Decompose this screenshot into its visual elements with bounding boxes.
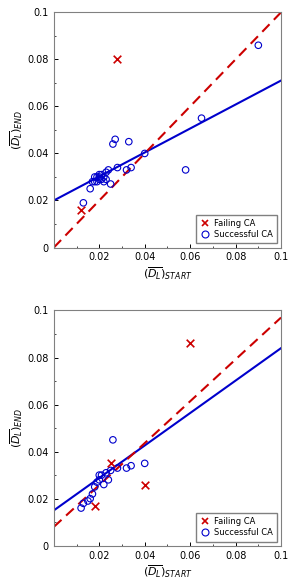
Point <box>86 496 90 506</box>
Point <box>81 198 86 208</box>
Point <box>129 461 133 470</box>
Point <box>115 163 120 172</box>
Point <box>104 468 108 477</box>
Point <box>88 184 93 193</box>
Point <box>108 179 113 189</box>
Point <box>256 41 261 50</box>
Point <box>183 165 188 175</box>
Point <box>88 494 93 503</box>
Point <box>102 480 106 489</box>
X-axis label: $(\overline{D_L})_{START}$: $(\overline{D_L})_{START}$ <box>143 265 192 282</box>
Point <box>199 113 204 123</box>
Point <box>99 470 104 480</box>
Legend: Failing CA, Successful CA: Failing CA, Successful CA <box>196 513 277 542</box>
Point <box>97 172 102 182</box>
Point <box>90 489 95 499</box>
Point <box>90 177 95 186</box>
Point <box>99 170 104 179</box>
Point <box>92 172 97 182</box>
Point <box>106 475 111 485</box>
Point <box>81 499 86 508</box>
Point <box>142 480 147 489</box>
Point <box>95 177 99 186</box>
Point <box>95 477 99 487</box>
Point <box>113 135 118 144</box>
Y-axis label: $(\overline{D_L})_{END}$: $(\overline{D_L})_{END}$ <box>8 408 25 448</box>
Point <box>79 503 83 513</box>
Point <box>92 177 97 186</box>
Point <box>92 482 97 492</box>
Legend: Failing CA, Successful CA: Failing CA, Successful CA <box>196 215 277 243</box>
Point <box>104 168 108 177</box>
Point <box>110 435 115 445</box>
Y-axis label: $(\overline{D_L})_{END}$: $(\overline{D_L})_{END}$ <box>8 110 25 150</box>
Point <box>92 501 97 510</box>
Point <box>95 172 99 182</box>
Point <box>108 459 113 468</box>
Point <box>97 170 102 179</box>
Point <box>142 149 147 158</box>
Point <box>102 177 106 186</box>
Point <box>142 459 147 468</box>
Point <box>188 339 192 348</box>
Point <box>129 163 133 172</box>
Point <box>124 165 129 175</box>
Point <box>124 463 129 473</box>
Point <box>127 137 131 146</box>
Point <box>106 165 111 175</box>
Point <box>97 470 102 480</box>
Point <box>79 205 83 215</box>
Point <box>97 475 102 485</box>
Point <box>115 55 120 64</box>
Point <box>115 463 120 473</box>
Point <box>102 172 106 182</box>
Point <box>110 139 115 149</box>
Point <box>97 175 102 184</box>
Point <box>104 175 108 184</box>
X-axis label: $(\overline{D_L})_{START}$: $(\overline{D_L})_{START}$ <box>143 563 192 580</box>
Point <box>108 466 113 475</box>
Point <box>99 175 104 184</box>
